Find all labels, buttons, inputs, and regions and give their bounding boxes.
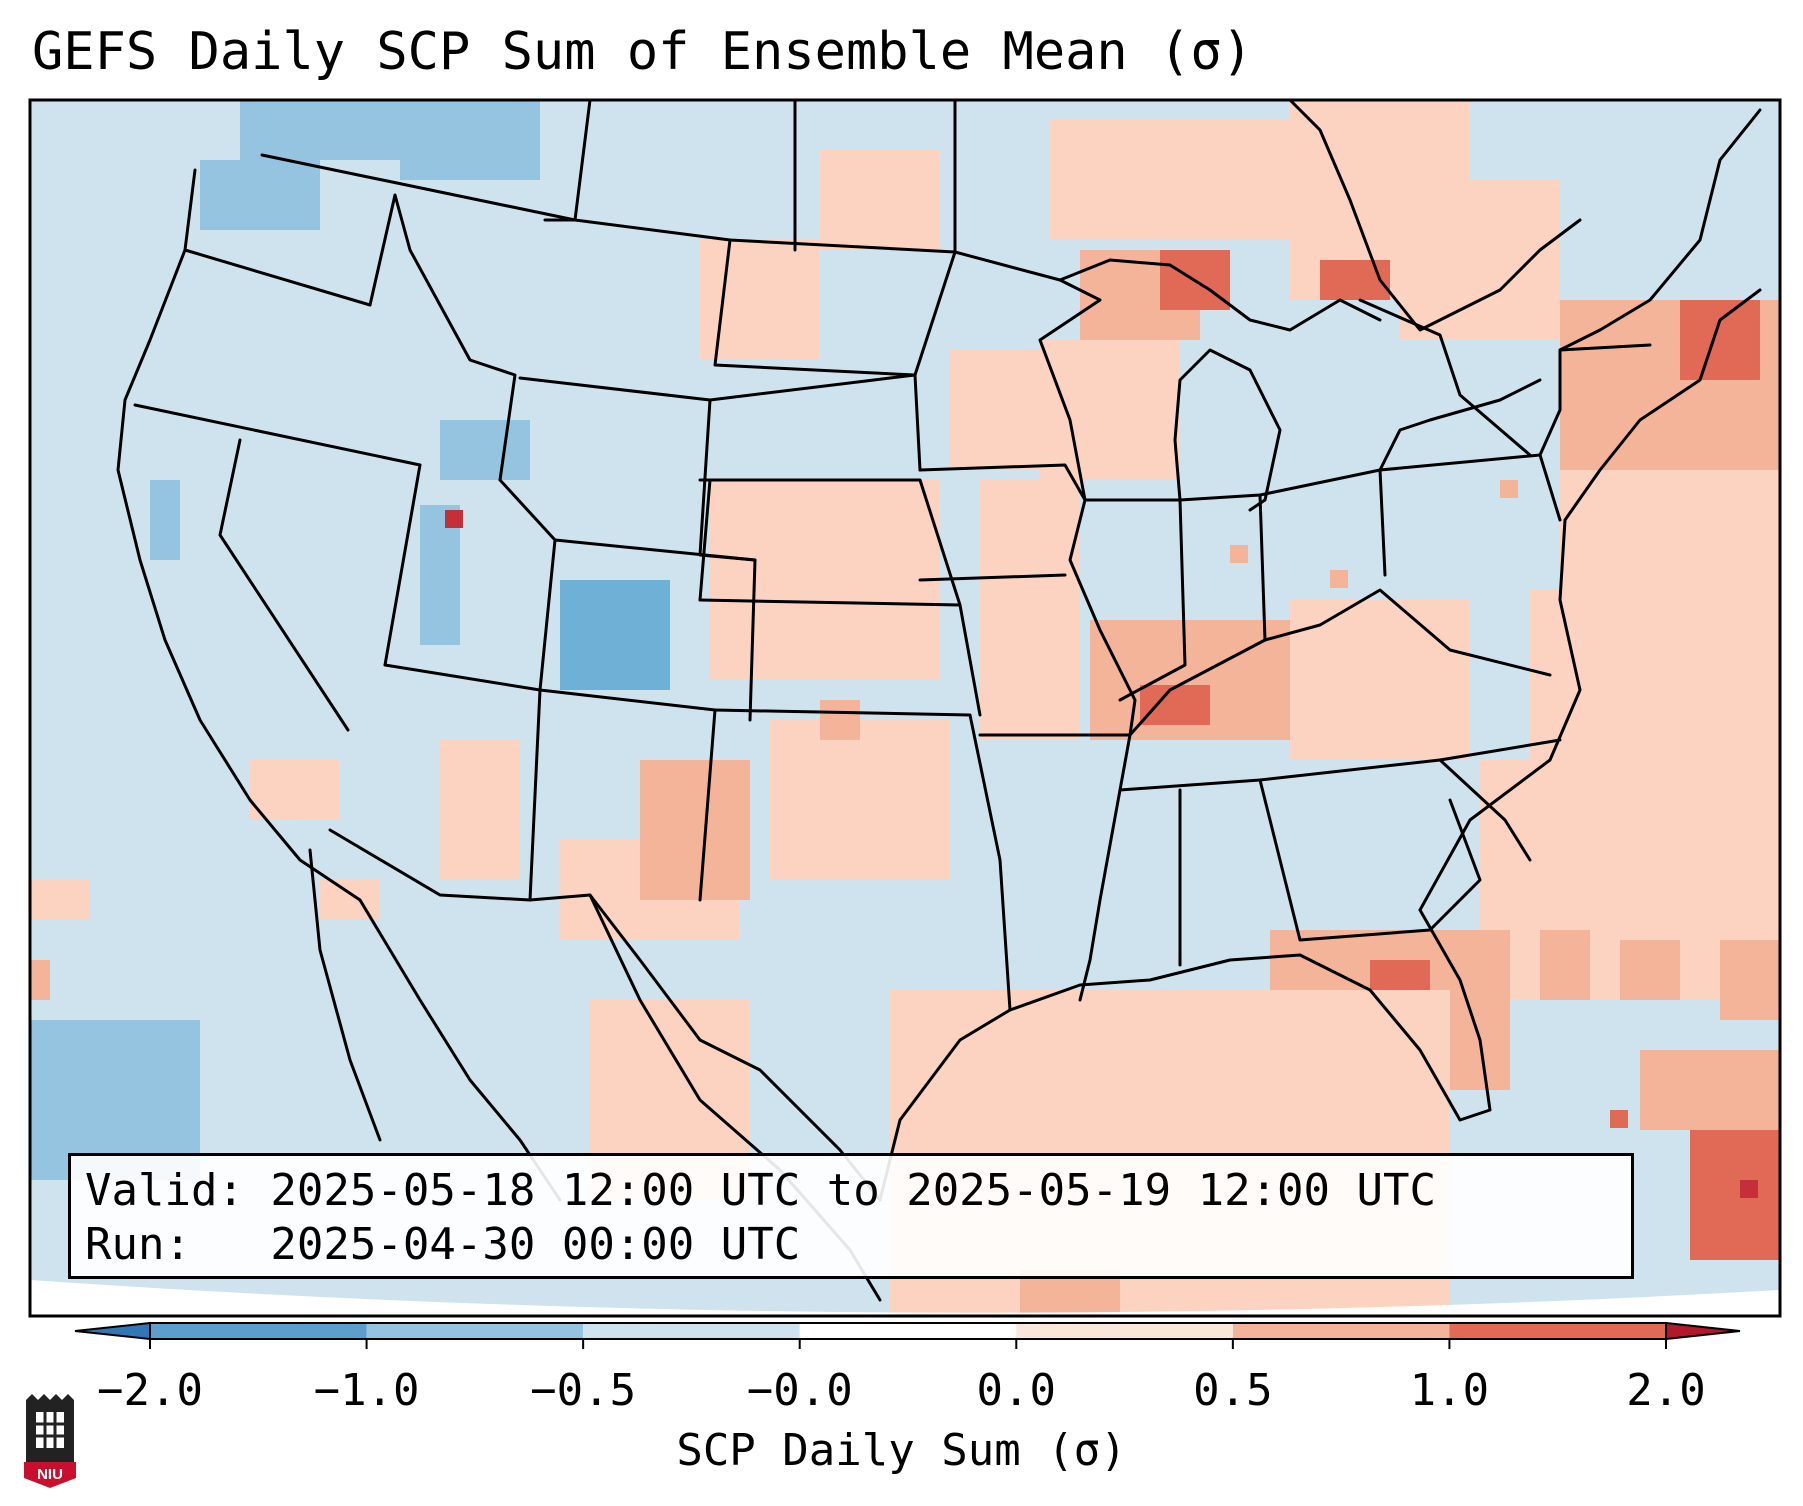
anomaly-patch-positive [1640, 1050, 1780, 1130]
colorbar-segment [1232, 1323, 1450, 1339]
colorbar-segment [1449, 1323, 1666, 1339]
colorbar-tick-label: −1.0 [313, 1365, 420, 1416]
colorbar-label: SCP Daily Sum (σ) [676, 1425, 1127, 1476]
anomaly-patch-positive [1720, 940, 1780, 1020]
colorbar-tick-label: 0.5 [1193, 1365, 1273, 1416]
anomaly-patch-strong-positive [1690, 1120, 1780, 1260]
niu-logo: NIU [24, 1394, 76, 1488]
anomaly-patch-weak-positive [1040, 340, 1180, 480]
colorbar-segment [799, 1323, 1017, 1339]
anomaly-patch-weak-positive [1400, 180, 1560, 340]
anomaly-cell [1730, 360, 1748, 378]
logo-text: NIU [37, 1466, 63, 1483]
anomaly-cell [1740, 1180, 1758, 1198]
anomaly-patch-positive [640, 760, 750, 900]
anomaly-patch-weak-positive [1290, 600, 1470, 760]
anomaly-patch-weak-positive [1050, 120, 1310, 240]
colorbar-tick-label: 1.0 [1409, 1365, 1490, 1416]
anomaly-cell [1560, 420, 1578, 438]
colorbar-segment [583, 1323, 800, 1339]
anomaly-patch-weak-positive [950, 350, 1050, 470]
colorbar-outline [149, 1322, 1667, 1340]
colorbar-extend-high [1665, 1321, 1741, 1341]
anomaly-patch-positive [1540, 930, 1590, 1000]
colorbar-segment [1016, 1323, 1233, 1339]
colorbar-tick-label: 2.0 [1626, 1365, 1706, 1416]
anomaly-cell [1610, 1110, 1628, 1128]
anomaly-patch-weak-positive [1560, 470, 1780, 590]
info-box: Valid: 2025-05-18 12:00 UTC to 2025-05-1… [68, 1153, 1634, 1279]
colorbar-tick-label: −2.0 [97, 1365, 203, 1416]
anomaly-cell [1330, 570, 1348, 588]
anomaly-patch-weak-positive [320, 880, 380, 920]
anomaly-patch-positive [30, 960, 50, 1000]
anomaly-patch-strong-positive [1140, 685, 1210, 725]
colorbar-extend-low [74, 1321, 151, 1341]
anomaly-patch-weak-positive [770, 720, 950, 880]
anomaly-patch-weak-positive [250, 760, 340, 820]
valid-time: Valid: 2025-05-18 12:00 UTC to 2025-05-1… [85, 1165, 1437, 1216]
anomaly-patch-negative [200, 160, 320, 230]
anomaly-patch-negative [400, 100, 540, 180]
anomaly-cell [1500, 480, 1518, 498]
projection-edge [30, 1280, 1780, 1316]
anomaly-patch-strong-negative [560, 580, 670, 690]
anomaly-cell [445, 510, 463, 528]
anomaly-patch-weak-positive [820, 150, 940, 250]
colorbar-tick-label: 0.0 [976, 1365, 1057, 1416]
anomaly-patch-weak-positive [440, 740, 520, 880]
colorbar-tick-label: −0.5 [530, 1365, 637, 1416]
colorbar-tick-label: −0.0 [746, 1365, 853, 1416]
anomaly-patch-weak-positive [710, 480, 940, 680]
colorbar-segment [366, 1323, 584, 1339]
anomaly-patch-negative [440, 420, 530, 480]
map-title: GEFS Daily SCP Sum of Ensemble Mean (σ) [32, 22, 1253, 82]
anomaly-patch-negative [420, 505, 460, 645]
map-frame [28, 98, 1782, 1318]
anomaly-cell [300, 780, 318, 798]
colorbar-segment [150, 1323, 367, 1339]
anomaly-patch-positive [1620, 940, 1680, 1000]
anomaly-patch-weak-positive [30, 880, 90, 920]
anomaly-cell [1230, 545, 1248, 563]
anomaly-patch-negative [150, 480, 180, 560]
run-time: Run: 2025-04-30 00:00 UTC [85, 1219, 801, 1270]
anomaly-patch-weak-positive [700, 240, 820, 360]
anomaly-patch-weak-positive [980, 480, 1080, 740]
anomaly-patch-strong-positive [1320, 260, 1390, 300]
colorbar [74, 1321, 1741, 1349]
anomaly-patch-positive [820, 700, 860, 740]
